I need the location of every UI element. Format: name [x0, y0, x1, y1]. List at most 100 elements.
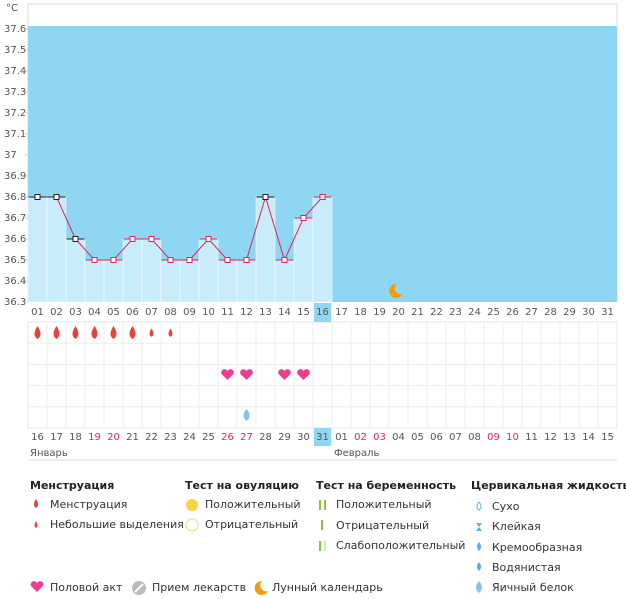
x-tick-label: 17: [335, 307, 348, 318]
legend-item: Клейкая: [492, 520, 541, 533]
date-label: 23: [164, 432, 177, 443]
date-label: 20: [107, 432, 120, 443]
marker: [72, 236, 79, 242]
cervical-fluid: [243, 409, 250, 421]
legend-item: Яичный белок: [492, 581, 574, 594]
date-label: 24: [183, 432, 196, 443]
intercourse: [297, 369, 310, 380]
date-label: 02: [354, 432, 367, 443]
legend: Менструация Менструация Небольшие выделе…: [30, 479, 626, 595]
x-tick-label: 11: [221, 307, 234, 318]
icon: [477, 562, 481, 571]
x-tick-label: 28: [544, 307, 557, 318]
date-label: 18: [69, 432, 82, 443]
y-tick-label: 36.3: [4, 297, 26, 308]
date-label: 05: [411, 432, 424, 443]
date-label: 03: [373, 432, 386, 443]
today-box: [314, 428, 331, 446]
marker: [148, 236, 155, 242]
icon: [186, 499, 198, 511]
legend-item: Лунный календарь: [272, 581, 383, 594]
date-label: 31: [316, 432, 329, 443]
x-tick-label: 12: [240, 307, 253, 318]
menstruation: [72, 326, 79, 339]
icon: [254, 580, 268, 595]
events-grid: [27, 321, 618, 429]
x-tick-label: 10: [202, 307, 215, 318]
menstruation: [34, 326, 41, 339]
bar: [274, 259, 295, 303]
y-tick-label: 37.2: [4, 108, 26, 119]
icon: [477, 542, 481, 551]
month-label: Февраль: [334, 448, 380, 459]
icon: [30, 581, 44, 592]
bar: [179, 259, 200, 303]
date-label: 06: [430, 432, 443, 443]
marker: [34, 194, 41, 200]
y-tick-label: 37: [4, 150, 17, 161]
date-label: 17: [50, 432, 63, 443]
marker: [91, 257, 98, 263]
y-tick-label: 36.9: [4, 171, 26, 182]
legend-item: Водянистая: [492, 561, 561, 574]
x-tick-label: 16: [316, 307, 329, 318]
x-tick-label: 24: [468, 307, 481, 318]
menstruation: [53, 326, 60, 339]
x-tick-label: 29: [563, 307, 576, 318]
marker: [319, 194, 326, 200]
month-label: Январь: [30, 448, 68, 459]
x-tick-label: 22: [430, 307, 443, 318]
y-tick-label: 37.1: [4, 129, 26, 140]
date-label: 21: [126, 432, 139, 443]
x-tick-label: 07: [145, 307, 158, 318]
date-label: 28: [259, 432, 272, 443]
x-tick-label: 21: [411, 307, 424, 318]
intercourse: [221, 369, 234, 380]
y-tick-label: 36.4: [4, 276, 26, 287]
legend-item: Половой акт: [50, 581, 123, 594]
marker: [110, 257, 117, 263]
x-tick-label: 20: [392, 307, 405, 318]
y-tick-label: 36.5: [4, 255, 26, 266]
menstruation: [110, 326, 117, 339]
date-label: 07: [449, 432, 462, 443]
date-label: 12: [544, 432, 557, 443]
temperature-line: [37, 195, 323, 262]
menstruation: [149, 328, 154, 337]
legend-title: Цервикальная жидкость: [471, 479, 626, 492]
icon: [476, 581, 482, 593]
menstruation: [91, 326, 98, 339]
x-tick-label: 09: [183, 307, 196, 318]
date-label: 26: [221, 432, 234, 443]
menstruation: [129, 326, 136, 339]
x-tick-label: 01: [31, 307, 44, 318]
icon: [476, 501, 482, 511]
icon: [324, 500, 326, 510]
intercourse: [240, 369, 253, 380]
bar: [217, 259, 238, 303]
y-tick-label: 36.7: [4, 213, 26, 224]
x-tick-label: 15: [297, 307, 310, 318]
intercourse: [278, 369, 291, 380]
legend-title: Менструация: [30, 479, 114, 492]
date-label: 13: [563, 432, 576, 443]
legend-item: Небольшие выделения: [50, 518, 184, 531]
date-label: 29: [278, 432, 291, 443]
x-tick-label: 18: [354, 307, 367, 318]
marker: [53, 194, 60, 200]
x-tick-label: 02: [50, 307, 63, 318]
y-tick-label: 36.8: [4, 192, 26, 203]
y-tick-label: 37.5: [4, 45, 26, 56]
icon: [134, 583, 144, 593]
date-label: 10: [506, 432, 519, 443]
date-label: 14: [582, 432, 595, 443]
x-tick-label: 08: [164, 307, 177, 318]
legend-item: Кремообразная: [492, 541, 582, 554]
y-tick-label: 37.4: [4, 66, 26, 77]
x-tick-label: 19: [373, 307, 386, 318]
legend-title: Тест на овуляцию: [185, 479, 299, 492]
legend-item: Отрицательный: [205, 518, 298, 531]
bar: [84, 259, 105, 303]
x-tick-label: 31: [601, 307, 614, 318]
